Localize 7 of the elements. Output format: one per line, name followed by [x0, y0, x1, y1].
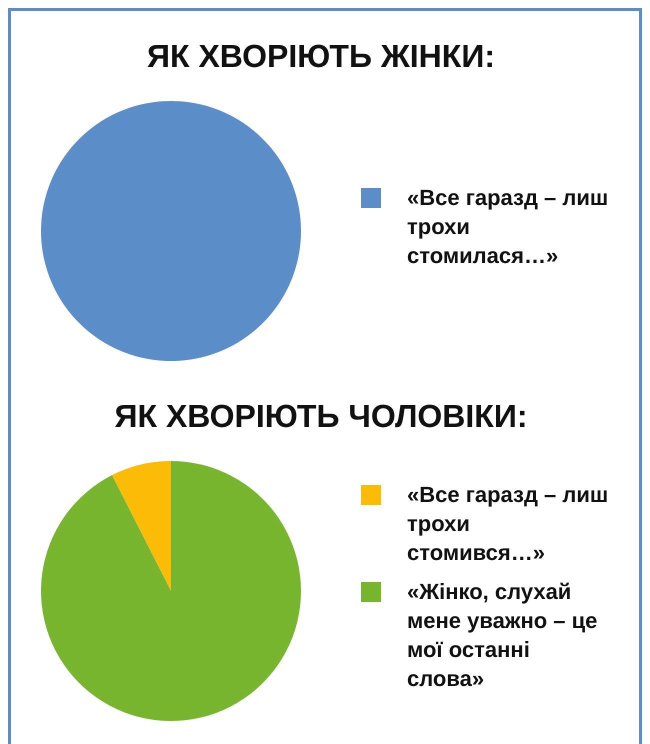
legend-label: «Все гаразд – лиш трохи стомився…» [407, 480, 610, 566]
pie-slice [41, 461, 301, 721]
legend-label: «Все гаразд – лиш трохи стомилася…» [407, 184, 610, 270]
chart-title: ЯК ХВОРІЮТЬ ЧОЛОВІКИ: [114, 397, 528, 436]
pie-slice [112, 461, 171, 591]
legend-label: «Жінко, слухай мене уважно – це мої останні слова» [407, 578, 598, 692]
chart-title: ЯК ХВОРІЮТЬ ЖІНКИ: [146, 37, 496, 76]
